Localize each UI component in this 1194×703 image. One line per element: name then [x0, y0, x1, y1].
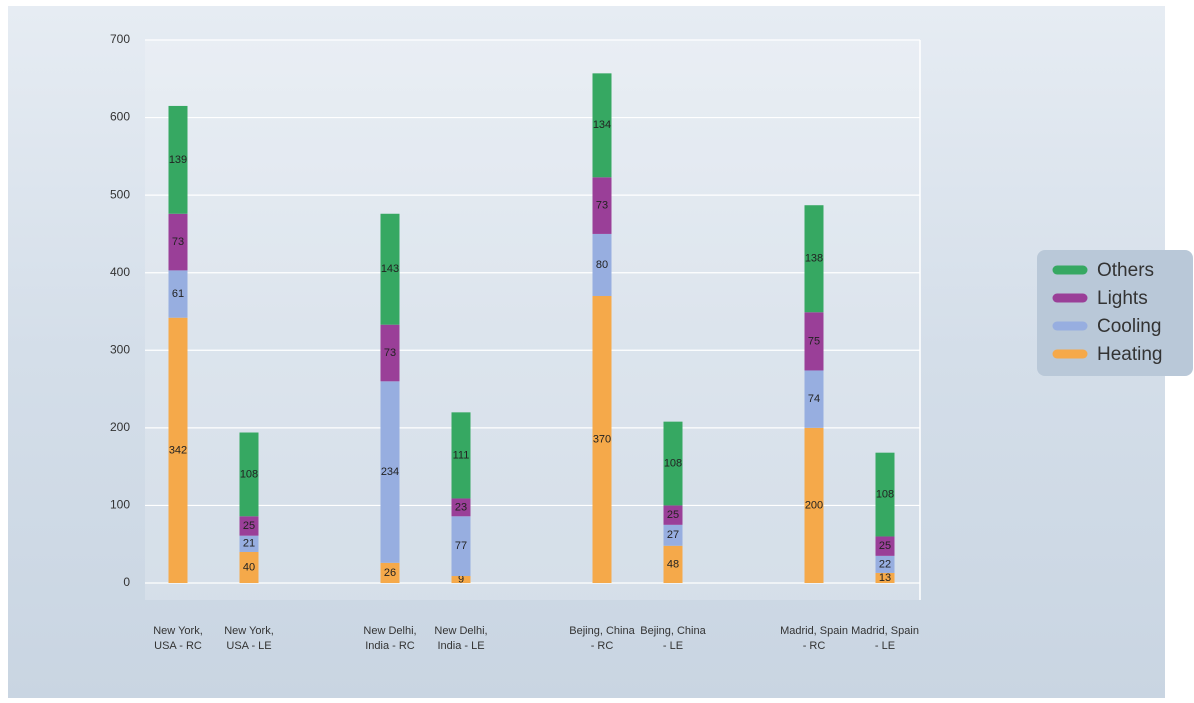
legend-label: Heating — [1097, 344, 1163, 365]
x-tick-label: Madrid, Spain - RC — [780, 625, 848, 652]
bar-segment — [804, 370, 824, 428]
x-tick-label: Bejing, China - RC — [569, 625, 635, 652]
value-label: 27 — [667, 529, 679, 541]
value-label: 25 — [667, 509, 679, 521]
bar-segment — [663, 524, 683, 546]
bar-segment — [451, 516, 471, 577]
bar-segment — [168, 317, 188, 583]
bar-segment — [380, 324, 400, 382]
bar-segment — [875, 555, 895, 573]
y-tick-label: 0 — [123, 575, 130, 589]
value-label: 22 — [879, 558, 891, 570]
bar-segment — [168, 270, 188, 318]
bar-segment — [875, 452, 895, 537]
bar-segment — [875, 536, 895, 556]
bar-segment — [592, 233, 612, 296]
x-tick-label: New York, USA - RC — [153, 625, 203, 652]
value-label: 80 — [596, 259, 608, 271]
bar-segment — [239, 535, 259, 552]
bar-segment — [451, 576, 471, 583]
value-label: 13 — [879, 572, 891, 584]
bar-segment — [804, 312, 824, 371]
value-label: 234 — [381, 466, 399, 478]
bar-segment — [592, 177, 612, 234]
legend-label: Cooling — [1097, 316, 1161, 337]
value-label: 75 — [808, 335, 820, 347]
bar-segment — [380, 381, 400, 563]
value-label: 61 — [172, 288, 184, 300]
legend-box — [1037, 250, 1193, 376]
value-label: 370 — [593, 433, 611, 445]
bar-segment — [239, 432, 259, 517]
value-label: 73 — [384, 347, 396, 359]
bar-segment — [451, 412, 471, 499]
x-tick-label: Bejing, China - LE — [640, 625, 706, 652]
value-label: 9 — [458, 573, 464, 585]
bar-segment — [663, 421, 683, 506]
value-label: 108 — [664, 457, 682, 469]
bar-segment — [239, 551, 259, 583]
x-tick-label: New York, USA - LE — [224, 625, 274, 652]
bar-segment — [875, 572, 895, 583]
y-tick-label: 600 — [110, 110, 130, 124]
bar-segment — [451, 498, 471, 517]
y-tick-label: 500 — [110, 187, 130, 201]
bar-segment — [804, 427, 824, 583]
value-label: 143 — [381, 263, 399, 275]
value-label: 40 — [243, 561, 255, 573]
x-tick-label: New Delhi, India - RC — [363, 625, 417, 652]
bar-segment — [804, 205, 824, 313]
plot-area — [145, 40, 920, 600]
bar-segment — [663, 505, 683, 525]
bar-segment — [168, 105, 188, 214]
y-tick-label: 200 — [110, 420, 130, 434]
value-label: 111 — [453, 449, 470, 461]
y-tick-label: 100 — [110, 498, 130, 512]
bar-segment — [592, 295, 612, 583]
bar-segment — [380, 562, 400, 583]
value-label: 26 — [384, 567, 396, 579]
value-label: 108 — [876, 488, 894, 500]
y-tick-label: 400 — [110, 265, 130, 279]
x-tick-label: Madrid, Spain - LE — [851, 625, 919, 652]
value-label: 108 — [240, 468, 258, 480]
value-label: 74 — [808, 393, 820, 405]
value-label: 21 — [243, 538, 255, 550]
legend-label: Lights — [1097, 288, 1148, 309]
bar-segment — [663, 545, 683, 583]
legend-label: Others — [1097, 260, 1154, 281]
value-label: 342 — [169, 444, 187, 456]
bar-segment — [168, 213, 188, 271]
value-label: 77 — [455, 540, 467, 552]
bar-segment — [239, 516, 259, 536]
value-label: 73 — [596, 200, 608, 212]
y-tick-label: 700 — [110, 32, 130, 46]
value-label: 25 — [243, 520, 255, 532]
bar-segment — [592, 73, 612, 178]
value-label: 25 — [879, 540, 891, 552]
bar-segment — [380, 213, 400, 325]
x-tick-label: New Delhi, India - LE — [434, 625, 488, 652]
value-label: 23 — [455, 501, 467, 513]
value-label: 73 — [172, 236, 184, 248]
value-label: 138 — [805, 253, 823, 265]
y-tick-label: 300 — [110, 342, 130, 356]
value-label: 200 — [805, 499, 823, 511]
value-label: 134 — [593, 119, 611, 131]
value-label: 139 — [169, 154, 187, 166]
value-label: 48 — [667, 558, 679, 570]
